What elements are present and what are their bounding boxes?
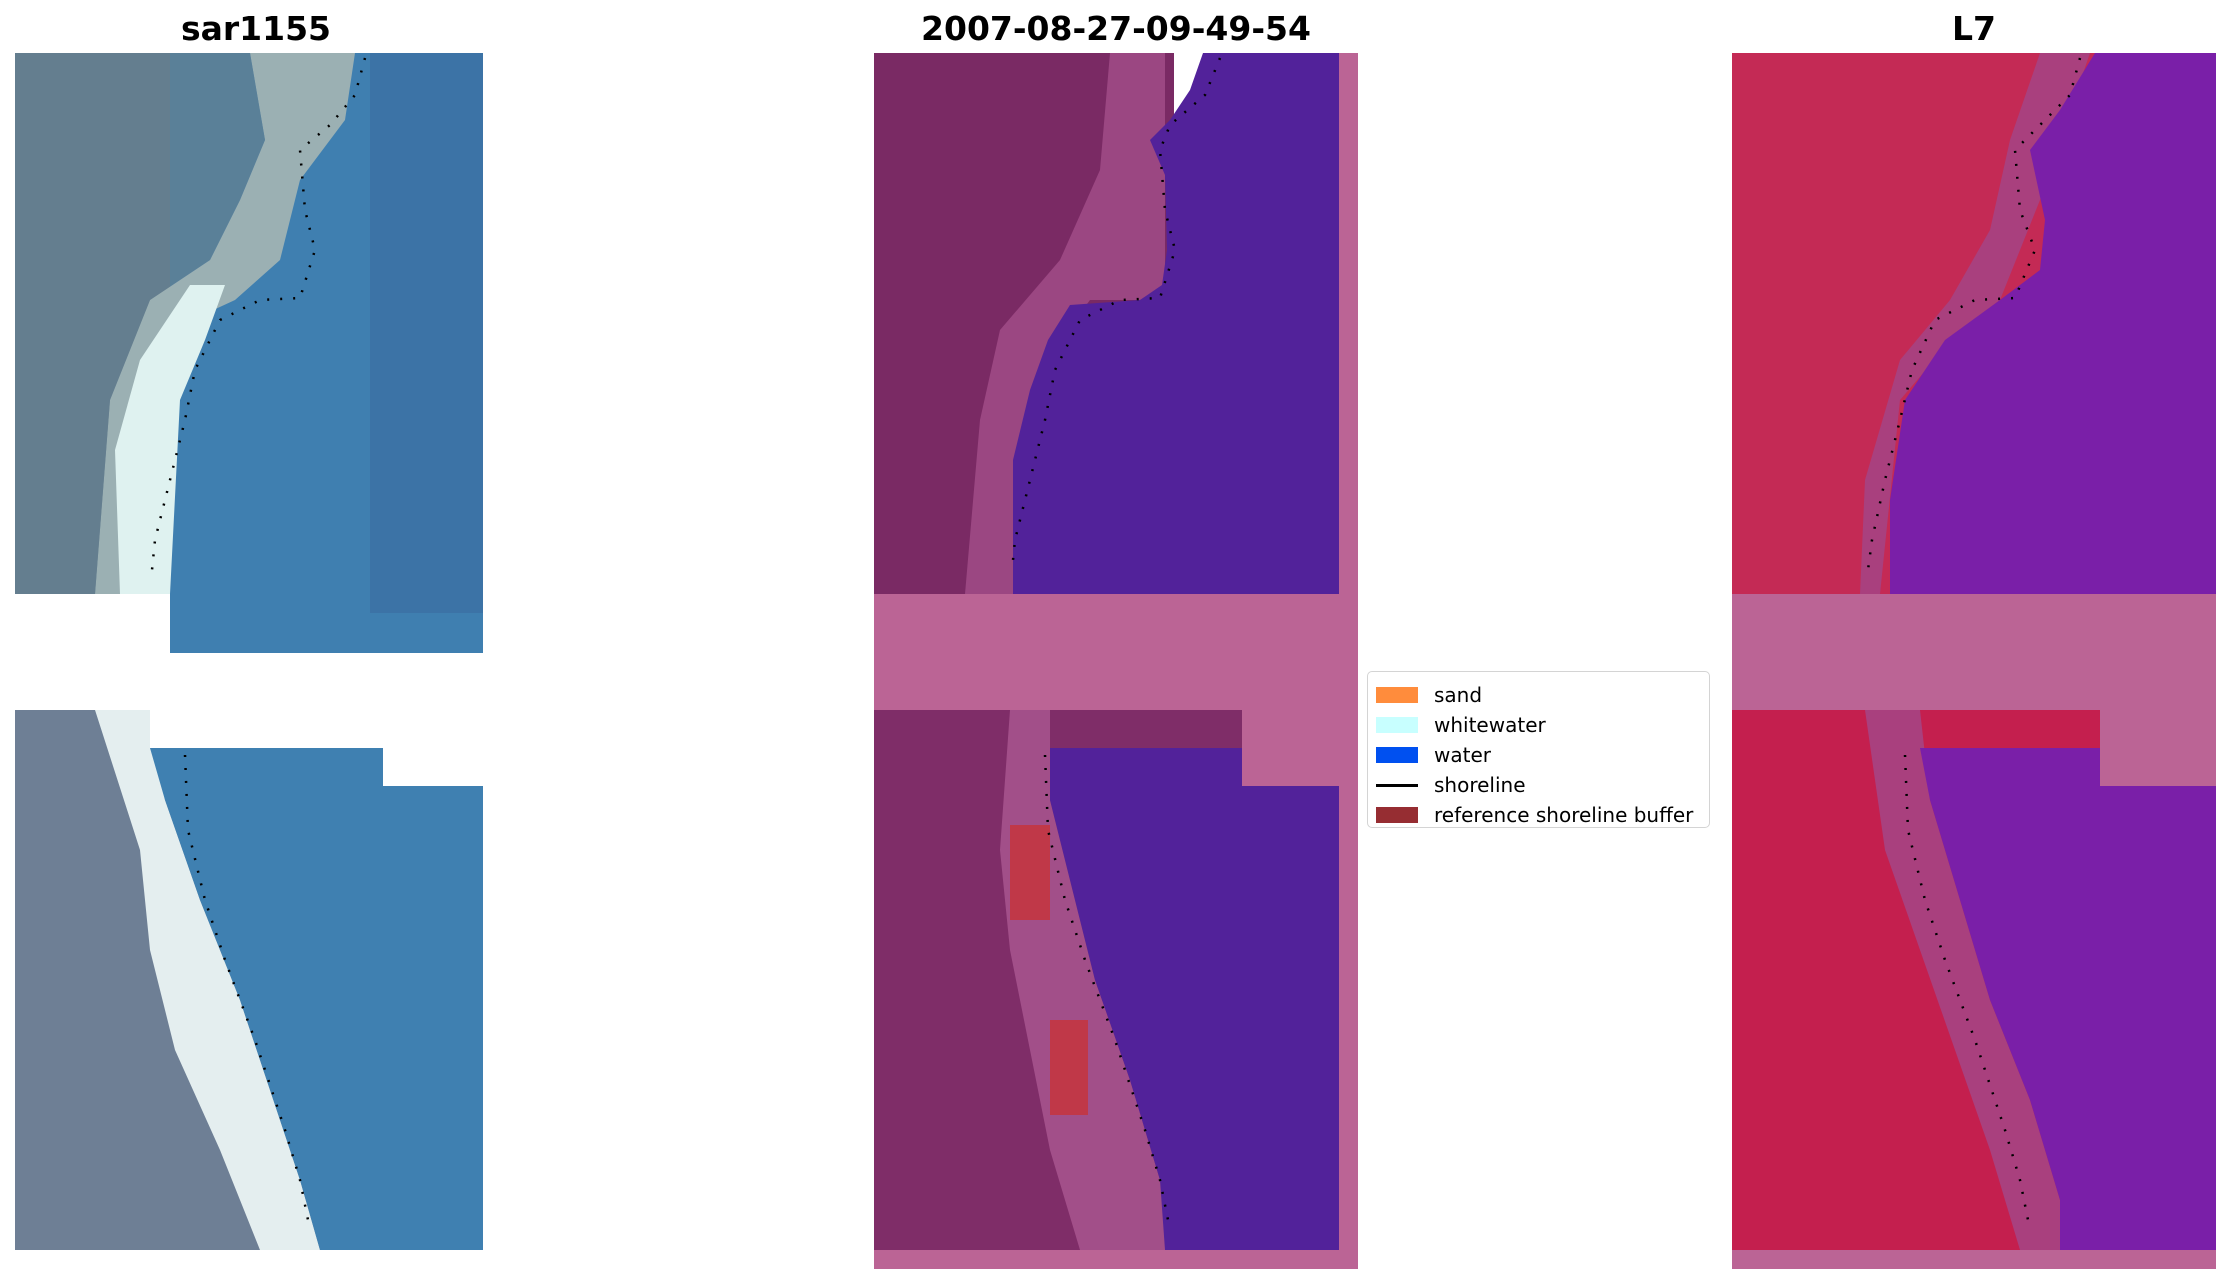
swir-beach-top [1860, 53, 2090, 594]
panel-title-swir: L7 [1952, 9, 1996, 48]
rgb-blank-lower2 [383, 748, 483, 786]
legend-item-water: water [1368, 740, 1709, 770]
swir-nodata-bottom [1732, 1250, 2216, 1269]
legend-label: sand [1434, 683, 1483, 707]
class-buffer-1 [1010, 825, 1050, 920]
rgb-surf-top [115, 285, 225, 594]
panel-title-classified: 2007-08-27-09-49-54 [921, 9, 1311, 48]
rgb-land-nearshore [15, 53, 265, 594]
swir-image [1732, 53, 2216, 1269]
swir-water-top [1890, 53, 2216, 652]
class-nodata-bottom [874, 1250, 1358, 1269]
legend-swatch-water [1376, 747, 1418, 763]
rgb-image [15, 53, 483, 1250]
legend-swatch-reference-buffer [1376, 807, 1418, 823]
class-buffer-2 [1050, 1020, 1088, 1115]
legend-label: shoreline [1434, 773, 1526, 797]
classified-image [874, 53, 1358, 1269]
legend-swatch-whitewater [1376, 717, 1418, 733]
legend-swatch-shoreline [1376, 783, 1418, 787]
rgb-sea-lower-area [150, 748, 483, 1250]
legend-item-reference-buffer: reference shoreline buffer [1368, 800, 1709, 830]
rgb-offshore-dark [370, 53, 483, 613]
class-nodata-band-notch [874, 614, 1262, 710]
class-water-top [1013, 53, 1339, 652]
legend-item-sand: sand [1368, 680, 1709, 710]
swir-nodata-right2 [2100, 710, 2216, 786]
legend: sand whitewater water shoreline referenc… [1367, 671, 1710, 828]
legend-label: water [1434, 743, 1491, 767]
class-shoreline [1010, 57, 1222, 571]
swir-nodata-notch [1890, 614, 2216, 710]
class-nodata-right2 [1242, 710, 1358, 786]
rgb-blank-lower [150, 710, 483, 748]
legend-swatch-sand [1376, 687, 1418, 703]
legend-item-whitewater: whitewater [1368, 710, 1709, 740]
swir-beach-lower [1865, 710, 2060, 1250]
panel-title-rgb: sar1155 [180, 9, 332, 48]
legend-item-shoreline: shoreline [1368, 770, 1709, 800]
legend-label: whitewater [1434, 713, 1546, 737]
rgb-surf-lower [95, 710, 320, 1250]
legend-label: reference shoreline buffer [1434, 803, 1694, 827]
swir-water-lower [1920, 748, 2216, 1250]
class-water-lower [1050, 748, 1339, 1250]
